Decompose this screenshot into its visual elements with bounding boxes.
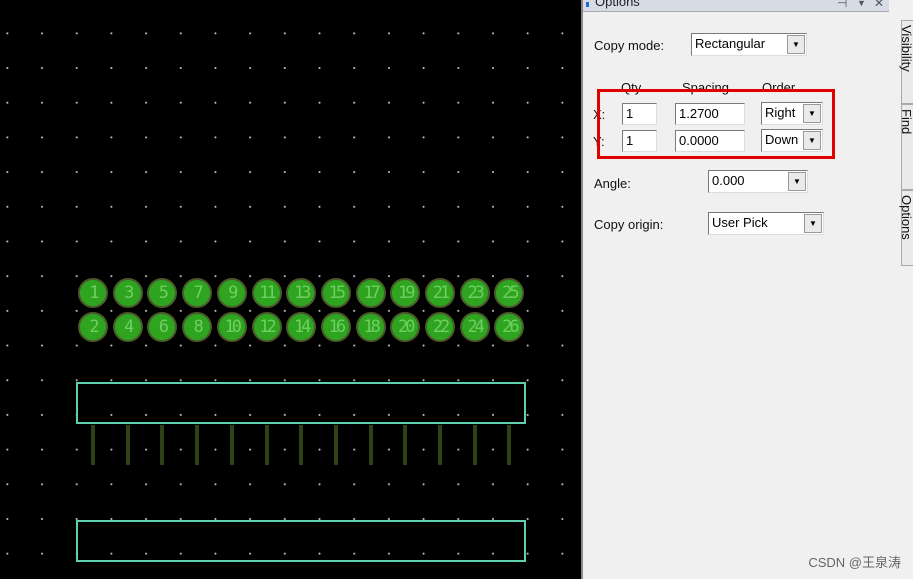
pin-lead (125, 425, 130, 465)
pad[interactable]: 15 (320, 278, 351, 308)
dropdown-icon[interactable]: ▼ (857, 0, 866, 8)
pad[interactable]: 11 (251, 278, 282, 308)
pad[interactable]: 12 (251, 312, 282, 342)
x-spacing-input[interactable]: 1.2700 (675, 103, 745, 125)
pin-lead (333, 425, 338, 465)
pad[interactable]: 23 (459, 278, 490, 308)
pad[interactable]: 13 (286, 278, 317, 308)
pin-lead (472, 425, 477, 465)
angle-value: 0.000 (712, 173, 745, 188)
pin-lead (438, 425, 442, 465)
pad[interactable]: 8 (182, 312, 213, 342)
pad[interactable]: 24 (459, 312, 490, 342)
pad[interactable]: 10 (216, 312, 247, 342)
y-qty-input[interactable]: 1 (622, 130, 657, 152)
pad[interactable]: 16 (320, 312, 351, 342)
close-icon[interactable]: ✕ (874, 0, 885, 10)
chevron-down-icon: ▼ (803, 104, 821, 123)
pin-lead (229, 425, 234, 465)
angle-label: Angle: (594, 176, 631, 191)
x-qty-input[interactable]: 1 (622, 103, 657, 125)
pin-lead (299, 425, 304, 465)
pin-lead (403, 425, 408, 465)
options-panel: Options ⊣ ▼ ✕ Copy mode: Rectangular ▼ Qt… (581, 0, 913, 579)
pad[interactable]: 2 (78, 312, 108, 342)
y-order-value: Down (765, 132, 799, 147)
pin-icon[interactable]: ⊣ (837, 0, 848, 10)
x-order-select[interactable]: Right ▼ (761, 102, 823, 125)
pin-lead (160, 425, 165, 465)
pad[interactable]: 9 (216, 278, 247, 308)
copy-origin-value: User Pick (712, 215, 768, 230)
tab-options[interactable]: Options (899, 190, 913, 266)
pad[interactable]: 7 (182, 278, 213, 308)
chevron-down-icon: ▼ (804, 214, 822, 233)
copy-mode-value: Rectangular (695, 36, 766, 51)
pad[interactable]: 1 (78, 278, 108, 308)
pad[interactable]: 22 (425, 312, 455, 342)
pad[interactable]: 6 (147, 312, 178, 342)
pin-lead (264, 425, 269, 465)
highlight-box (597, 89, 835, 159)
pad[interactable]: 26 (494, 312, 525, 342)
pin-lead (91, 425, 95, 465)
chevron-down-icon: ▼ (788, 172, 806, 191)
panel-titlebar: Options ⊣ ▼ ✕ (583, 0, 889, 12)
chevron-down-icon: ▼ (803, 131, 821, 150)
copy-mode-label: Copy mode: (594, 38, 665, 53)
component-outline (76, 520, 526, 562)
tab-find[interactable]: Find (899, 104, 913, 190)
pin-lead (507, 425, 512, 465)
pad[interactable]: 14 (286, 312, 317, 342)
pad[interactable]: 18 (355, 312, 386, 342)
pad[interactable]: 17 (355, 278, 386, 308)
pad[interactable]: 21 (425, 278, 455, 308)
pad[interactable]: 5 (147, 278, 178, 308)
y-order-select[interactable]: Down ▼ (761, 129, 823, 152)
pad[interactable]: 19 (390, 278, 421, 308)
pin-lead (368, 425, 373, 465)
copy-origin-select[interactable]: User Pick ▼ (708, 212, 824, 235)
pin-lead (195, 425, 200, 465)
watermark: CSDN @王泉涛 (808, 555, 901, 570)
y-spacing-input[interactable]: 0.0000 (675, 130, 745, 152)
pad[interactable]: 4 (112, 312, 143, 342)
pad[interactable]: 25 (494, 278, 525, 308)
tab-visibility[interactable]: Visibility (899, 20, 913, 104)
chevron-down-icon: ▼ (787, 35, 805, 54)
pad[interactable]: 20 (390, 312, 421, 342)
angle-select[interactable]: 0.000 ▼ (708, 170, 808, 193)
copy-origin-label: Copy origin: (594, 217, 664, 232)
panel-title: Options (595, 0, 640, 9)
pcb-canvas[interactable]: 1 2 3 4 5 6 7 8 9 10 11 12 13 14 15 16 17 18 19 20 21 22 23 24 2… (0, 0, 581, 579)
x-order-value: Right (765, 105, 796, 120)
component-outline (76, 382, 526, 424)
panel-grip-icon (586, 2, 589, 7)
copy-mode-select[interactable]: Rectangular ▼ (691, 33, 807, 56)
pad[interactable]: 3 (112, 278, 143, 308)
